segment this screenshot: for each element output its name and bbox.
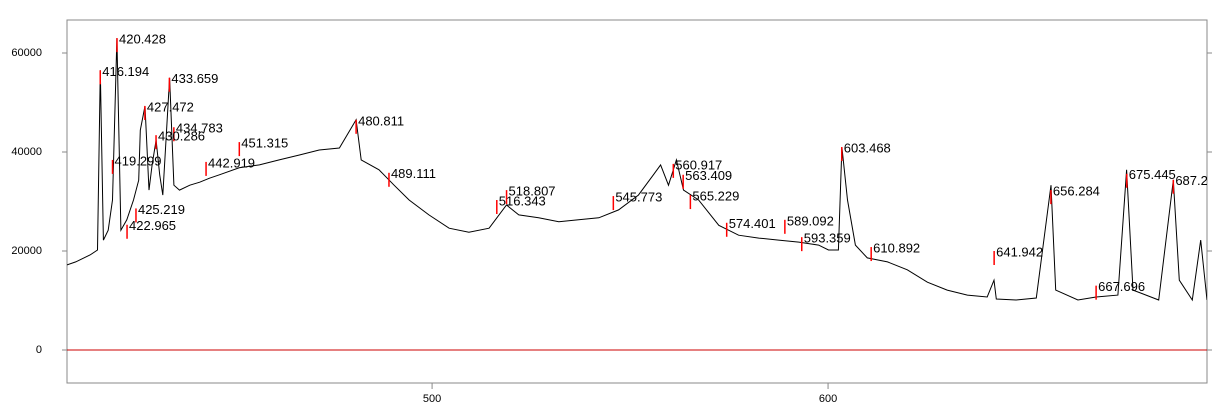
x-tick-label: 600 — [819, 393, 837, 405]
peak-label: 593.359 — [804, 231, 851, 246]
peak-label: 430.286 — [158, 129, 205, 144]
peak-label: 563.409 — [685, 168, 732, 183]
peak-label: 516.343 — [499, 193, 546, 208]
peak-label: 641.942 — [996, 244, 1043, 259]
y-tick-label: 0 — [36, 344, 42, 356]
plot-frame — [66, 19, 1208, 384]
peak-label: 433.659 — [171, 71, 218, 86]
peak-label: 420.428 — [119, 32, 166, 47]
peak-label: 675.445 — [1129, 167, 1176, 182]
peak-label: 610.892 — [873, 240, 920, 255]
peak-label: 656.284 — [1053, 184, 1100, 199]
peak-label: 560.917 — [675, 157, 722, 172]
peak-label: 667.696 — [1098, 279, 1145, 294]
plot-area: 420.428 416.194 433.659 427.472 434.783430.2… — [67, 32, 1208, 351]
peak-label: 489.111 — [391, 166, 436, 181]
x-tick-label: 500 — [423, 393, 441, 405]
peak-label: 565.229 — [692, 189, 739, 204]
peak-label: 687.2 — [1175, 173, 1208, 188]
peak-label: 603.468 — [844, 140, 891, 155]
peak-label: 518.807 — [509, 184, 556, 199]
y-tick-label: 60000 — [11, 47, 42, 59]
peak-label: 427.472 — [147, 99, 194, 114]
peak-label: 451.315 — [241, 136, 288, 151]
peak-label: 419.299 — [115, 153, 162, 168]
spectrum-line — [67, 38, 1207, 302]
peak-label: 480.811 — [358, 113, 404, 128]
peak-label: 574.401 — [729, 216, 776, 231]
peak-label: 416.194 — [102, 64, 149, 79]
peak-label: 545.773 — [615, 189, 662, 204]
peak-label: 589.092 — [787, 213, 834, 228]
peak-label: 434.783 — [176, 121, 223, 136]
y-tick-label: 40000 — [11, 146, 42, 158]
peak-label: 442.919 — [208, 155, 255, 170]
peak-label: 422.965 — [129, 218, 176, 233]
peak-label: 425.219 — [138, 202, 185, 217]
y-tick-label: 20000 — [11, 245, 42, 257]
